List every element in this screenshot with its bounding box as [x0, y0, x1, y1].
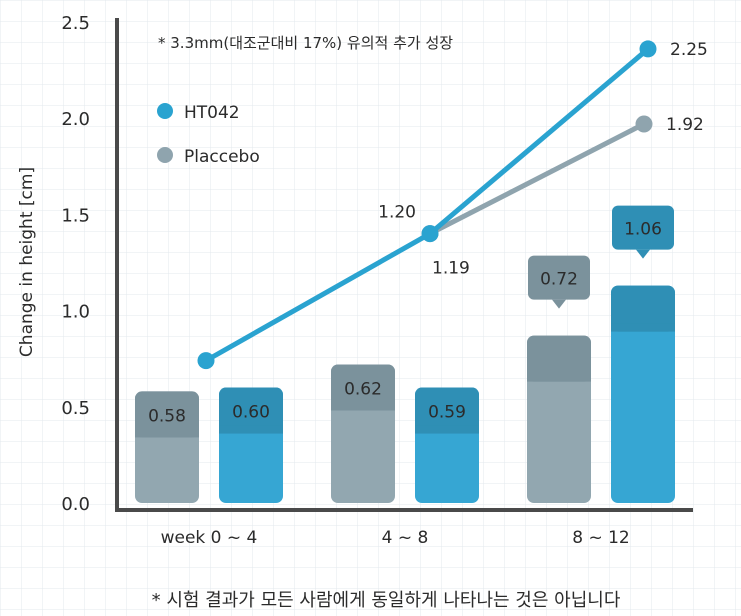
line-point-label: 1.92 [666, 115, 704, 135]
placebo-bar-cap [527, 335, 591, 382]
bar-value-label: 1.06 [624, 220, 662, 240]
ticks-layer: 0.0 0.5 1.0 1.5 2.0 2.5 week 0 ~ 4 4 ~ 8 8 ~ 12 [61, 13, 629, 548]
ht042-line-point [421, 225, 439, 243]
value-callout [528, 255, 590, 300]
y-tick-label: 0.5 [61, 398, 90, 419]
ht042-bar-cap [219, 387, 283, 434]
legend-ht042-marker [157, 103, 173, 119]
placebo-line-point [635, 115, 653, 133]
bar-value-label: 0.60 [232, 403, 270, 423]
y-tick-label: 2.0 [61, 109, 90, 130]
ht042-bar [611, 285, 675, 503]
y-tick-label: 2.5 [61, 13, 90, 34]
bar-value-label: 0.59 [428, 403, 466, 423]
legend: HT042 Placcebo [157, 103, 260, 167]
y-tick-label: 1.5 [61, 205, 90, 226]
ht042-bar-cap [415, 387, 479, 434]
bar-value-label: 0.72 [540, 270, 578, 290]
x-tick-label: week 0 ~ 4 [161, 528, 258, 548]
ht042-bar-cap [611, 285, 675, 332]
line-point-label: 1.19 [432, 259, 470, 279]
value-callout-pointer [552, 299, 566, 309]
footnote: * 시험 결과가 모든 사람에게 동일하게 나타나는 것은 아닙니다 [152, 590, 621, 611]
bar-value-label: 0.58 [148, 406, 186, 426]
bars-layer [135, 285, 675, 503]
labels-layer: 0.58 0.62 0.72 0.60 0.59 1.06 1.19 1.92 1.20 2.25 [148, 40, 708, 426]
value-callout [612, 205, 674, 250]
bar-cap-fill [527, 373, 591, 382]
lines-layer [197, 40, 657, 370]
y-axis-label: Change in height [cm] [17, 167, 37, 357]
legend-placebo-label: Placcebo [184, 147, 260, 167]
legend-ht042-label: HT042 [184, 103, 240, 123]
line-point-label: 2.25 [670, 40, 708, 60]
y-tick-label: 1.0 [61, 302, 90, 323]
annotation-note: * 3.3mm(대조군대비 17%) 유의적 추가 성장 [158, 34, 453, 52]
placebo-bar-cap [331, 364, 395, 411]
ht042-line-point [639, 40, 657, 58]
line-point-label: 1.20 [378, 203, 416, 223]
bar-cap-fill [611, 323, 675, 332]
legend-placebo-marker [157, 147, 173, 163]
bar-cap-fill [135, 429, 199, 438]
bar-cap-fill [219, 425, 283, 434]
y-tick-label: 0.0 [61, 494, 90, 515]
placebo-line [427, 121, 647, 237]
bar-cap-fill [331, 402, 395, 411]
value-callout-pointer [636, 249, 650, 259]
x-tick-label: 4 ~ 8 [382, 528, 429, 548]
bar-value-label: 0.62 [344, 379, 382, 399]
x-tick-label: 8 ~ 12 [572, 528, 630, 548]
axes-layer [115, 18, 693, 512]
bar-cap-fill [415, 425, 479, 434]
placebo-bar-cap [135, 391, 199, 438]
ht042-line-point [197, 352, 215, 370]
